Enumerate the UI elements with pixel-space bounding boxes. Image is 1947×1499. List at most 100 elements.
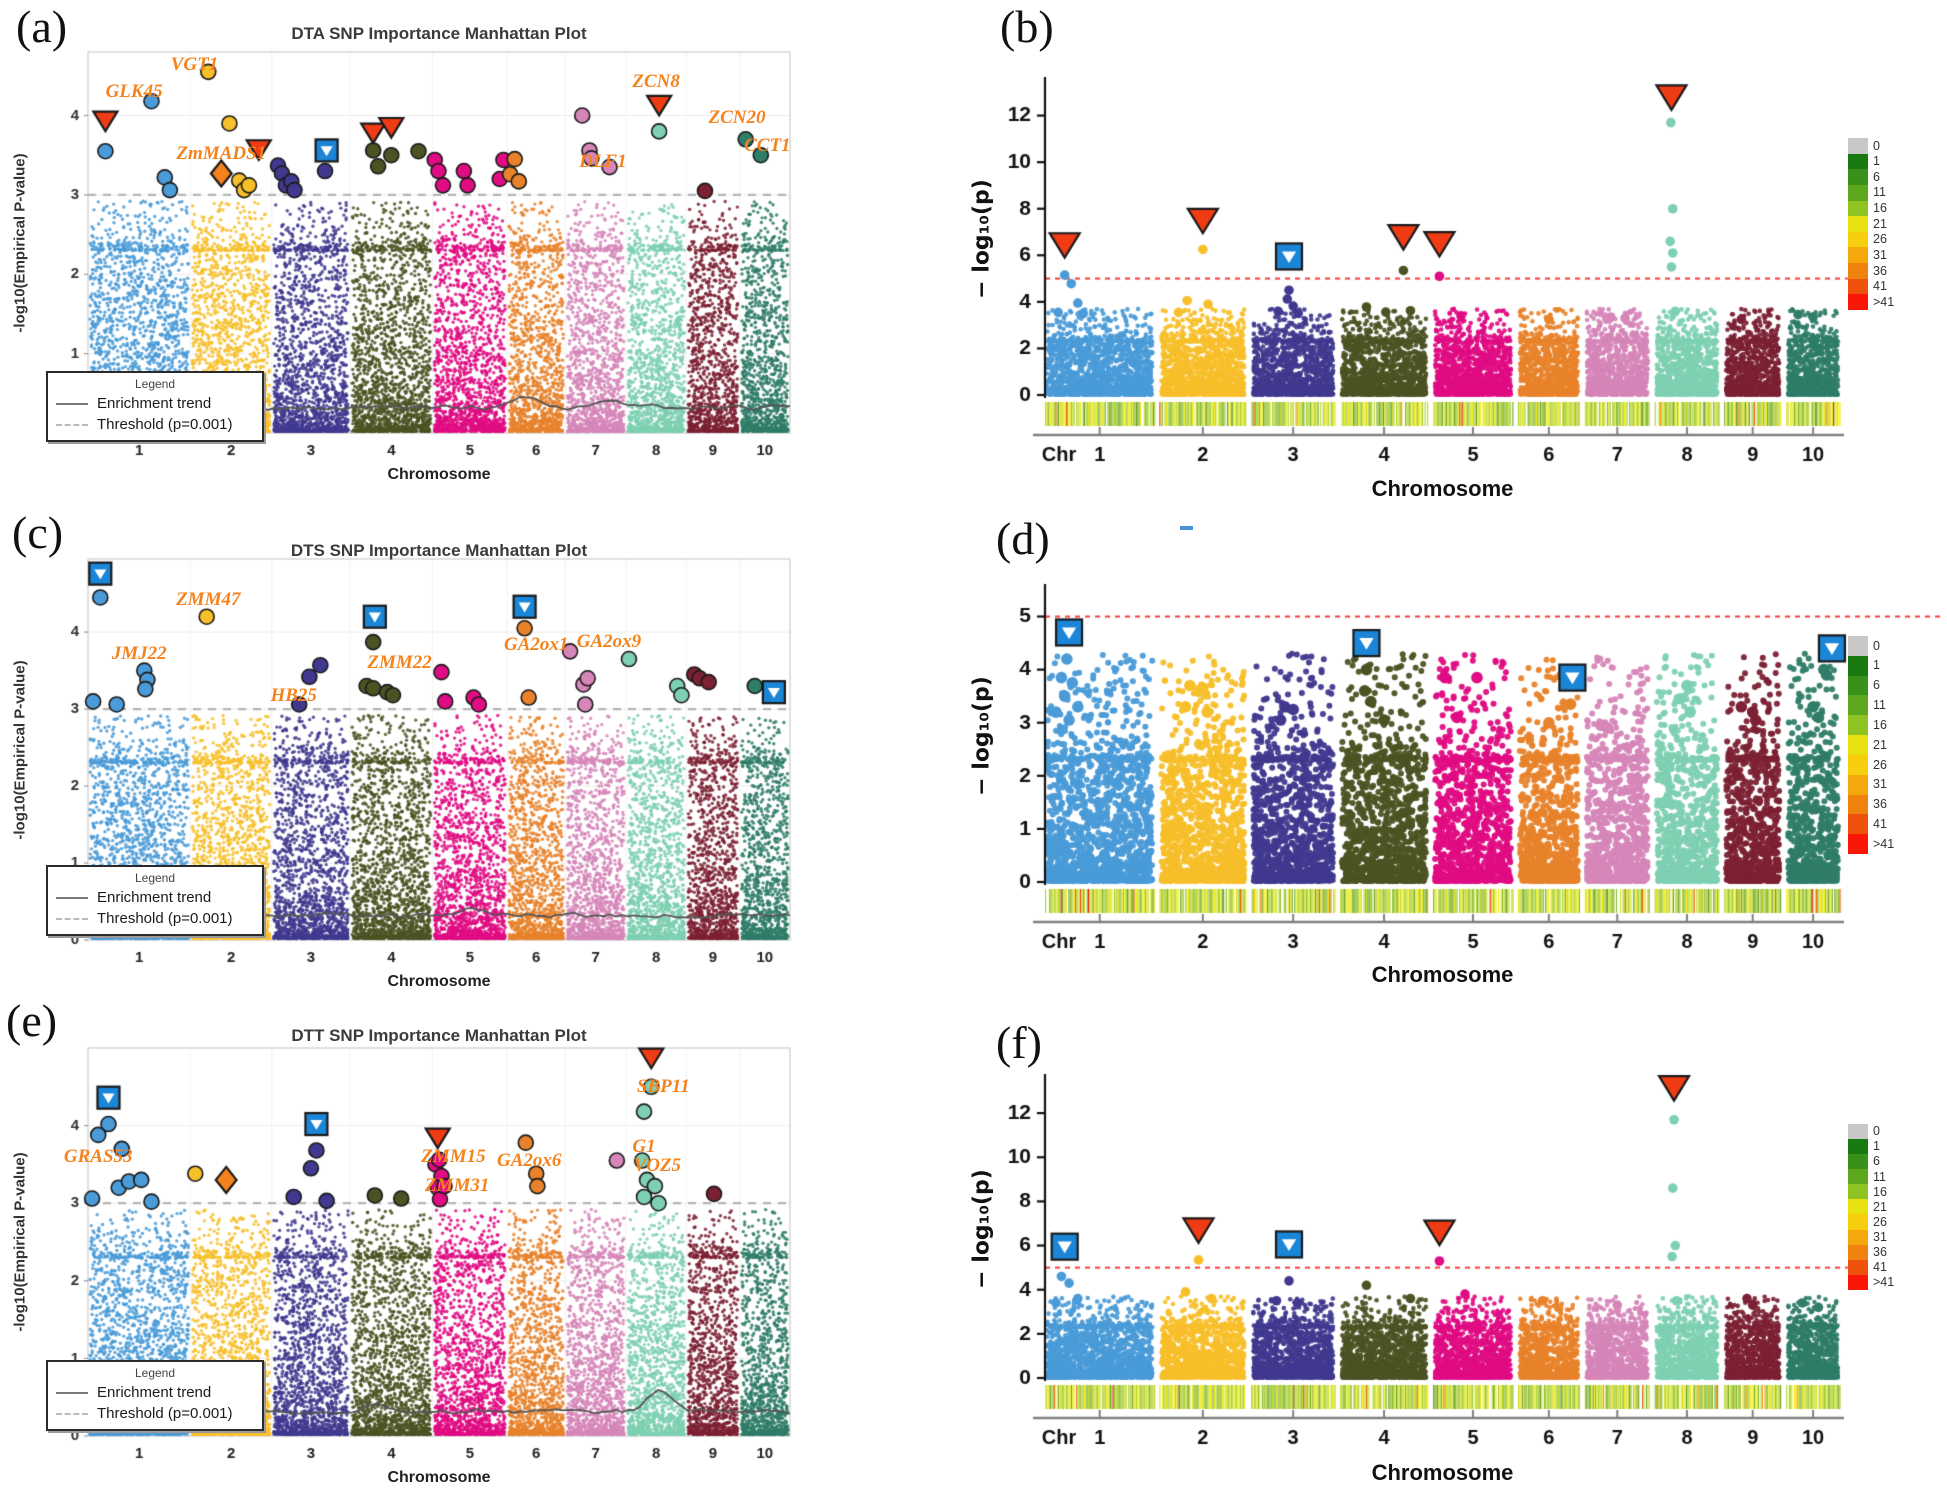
colorbar-entry: 11 xyxy=(1848,695,1894,716)
colorbar-legend: 0 1 6 11 16 21 26 31 36 41 >41 xyxy=(1848,636,1894,854)
colorbar-value: >41 xyxy=(1873,836,1895,851)
colorbar-swatch xyxy=(1848,263,1868,279)
panel-label-b: (b) xyxy=(1000,1,1054,52)
legend-item: Threshold (p=0.001) xyxy=(56,416,254,433)
colorbar-value: 31 xyxy=(1873,247,1887,262)
colorbar-value: >41 xyxy=(1873,294,1895,309)
colorbar-entry: 26 xyxy=(1848,1214,1894,1230)
colorbar-entry: >41 xyxy=(1848,1274,1895,1290)
plot-title-dtt: DTT SNP Importance Manhattan Plot xyxy=(291,1026,587,1045)
gene-label-VOZ5: VOZ5 xyxy=(633,1154,682,1176)
gene-label-HB25: HB25 xyxy=(270,685,317,706)
panel-e: (e) DTT SNP Importance Manhattan Plot -l… xyxy=(0,990,810,1499)
colorbar-value: 31 xyxy=(1873,777,1887,792)
colorbar-entry: 21 xyxy=(1848,735,1894,755)
gene-label-JMJ22: JMJ22 xyxy=(111,642,167,664)
colorbar-value: 11 xyxy=(1873,185,1886,200)
stray-blue-dash xyxy=(1180,526,1193,530)
colorbar-swatch xyxy=(1848,1214,1868,1230)
colorbar-value: 16 xyxy=(1873,717,1887,732)
colorbar-value: 36 xyxy=(1873,1244,1887,1259)
gene-label-G1: G1 xyxy=(632,1136,656,1158)
legend-item: Threshold (p=0.001) xyxy=(56,910,254,927)
colorbar-value: 16 xyxy=(1873,1184,1887,1199)
legend-title: Legend xyxy=(134,1366,176,1380)
colorbar-entry: 0 xyxy=(1848,138,1894,154)
trend-line-swatch xyxy=(56,896,88,899)
colorbar-entry: 0 xyxy=(1848,1124,1894,1140)
threshold-line-swatch xyxy=(56,1412,88,1415)
colorbar-swatch xyxy=(1848,1139,1868,1155)
colorbar-swatch xyxy=(1848,200,1868,217)
colorbar-entry: 16 xyxy=(1848,1184,1894,1200)
trend-legend: Legend Enrichment trend Threshold (p=0.0… xyxy=(46,1360,264,1431)
colorbar-value: 6 xyxy=(1873,1154,1880,1169)
colorbar-value: 21 xyxy=(1873,1199,1887,1214)
colorbar-value: 1 xyxy=(1873,658,1880,673)
legend-item: Enrichment trend xyxy=(56,889,254,906)
colorbar-entry: 11 xyxy=(1848,1169,1894,1185)
colorbar-entry: 16 xyxy=(1848,200,1894,217)
colorbar-swatch xyxy=(1848,1259,1868,1275)
colorbar-entry: 1 xyxy=(1848,655,1894,676)
panel-label-d: (d) xyxy=(996,513,1050,564)
x-axis-label: Chromosome xyxy=(387,466,491,483)
colorbar-entry: 36 xyxy=(1848,1244,1894,1260)
colorbar-swatch xyxy=(1848,675,1868,696)
x-axis-label: Chromosome xyxy=(387,1469,491,1486)
colorbar-swatch xyxy=(1848,278,1868,295)
y-axis-label: -log10(Empirical P-value) xyxy=(11,153,29,333)
gene-label-GLK45: GLK45 xyxy=(105,80,163,102)
colorbar-value: >41 xyxy=(1873,1275,1895,1290)
colorbar-legend: 0 1 6 11 16 21 26 31 36 41 >41 xyxy=(1848,1124,1894,1290)
colorbar-swatch xyxy=(1848,814,1868,835)
colorbar-entry: 21 xyxy=(1848,216,1894,232)
y-axis-label: − log₁₀(p) xyxy=(969,1169,995,1289)
colorbar-entry: >41 xyxy=(1848,294,1894,310)
trend-legend: Legend Enrichment trend Threshold (p=0.0… xyxy=(46,865,264,936)
panel-b-canvas xyxy=(950,0,1947,510)
trend-line-swatch xyxy=(56,402,88,405)
colorbar-swatch xyxy=(1848,754,1868,775)
x-axis-label: Chromosome xyxy=(1371,962,1514,987)
plot-title-dts: DTS SNP Importance Manhattan Plot xyxy=(290,541,588,560)
colorbar-entry: 31 xyxy=(1848,247,1894,263)
panel-c: (c) DTS SNP Importance Manhattan Plot -l… xyxy=(0,497,810,990)
colorbar-entry: 21 xyxy=(1848,1199,1894,1215)
colorbar-entry: 6 xyxy=(1848,169,1894,185)
colorbar-entry: 31 xyxy=(1848,774,1894,795)
legend-item-label: Enrichment trend xyxy=(97,395,212,412)
colorbar-entry: 26 xyxy=(1848,231,1894,248)
panel-d-canvas xyxy=(950,510,1947,1020)
legend-item: Enrichment trend xyxy=(56,395,254,412)
colorbar-swatch xyxy=(1848,636,1868,656)
colorbar-swatch xyxy=(1848,1169,1868,1185)
colorbar-entry: 41 xyxy=(1848,278,1894,295)
colorbar-legend: 0 1 6 11 16 21 26 31 36 41 >41 xyxy=(1848,138,1894,310)
legend-title: Legend xyxy=(134,377,176,391)
colorbar-value: 11 xyxy=(1873,1169,1886,1184)
gene-label-CCT1: CCT1 xyxy=(744,134,791,156)
colorbar-value: 41 xyxy=(1873,1259,1887,1274)
legend-item-label: Enrichment trend xyxy=(97,889,212,906)
colorbar-swatch xyxy=(1848,695,1868,716)
colorbar-value: 41 xyxy=(1873,279,1887,294)
y-axis-label: − log₁₀(p) xyxy=(969,676,995,796)
colorbar-swatch xyxy=(1848,834,1868,854)
colorbar-swatch xyxy=(1848,138,1868,154)
panel-label-a: (a) xyxy=(16,1,68,52)
colorbar-entry: 36 xyxy=(1848,794,1894,815)
colorbar-entry: 0 xyxy=(1848,636,1894,656)
colorbar-entry: 1 xyxy=(1848,153,1894,170)
threshold-line-swatch xyxy=(56,423,88,426)
trend-legend: Legend Enrichment trend Threshold (p=0.0… xyxy=(46,371,264,442)
gene-label-ZCN8: ZCN8 xyxy=(632,71,680,93)
colorbar-value: 6 xyxy=(1873,678,1880,693)
colorbar-swatch xyxy=(1848,1244,1868,1260)
x-axis-label: Chromosome xyxy=(1371,1460,1514,1485)
colorbar-value: 26 xyxy=(1873,1214,1887,1229)
legend-item-label: Enrichment trend xyxy=(97,1384,212,1401)
gene-label-ZMM22: ZMM22 xyxy=(367,651,432,673)
gene-label-ZCN20: ZCN20 xyxy=(708,106,766,128)
